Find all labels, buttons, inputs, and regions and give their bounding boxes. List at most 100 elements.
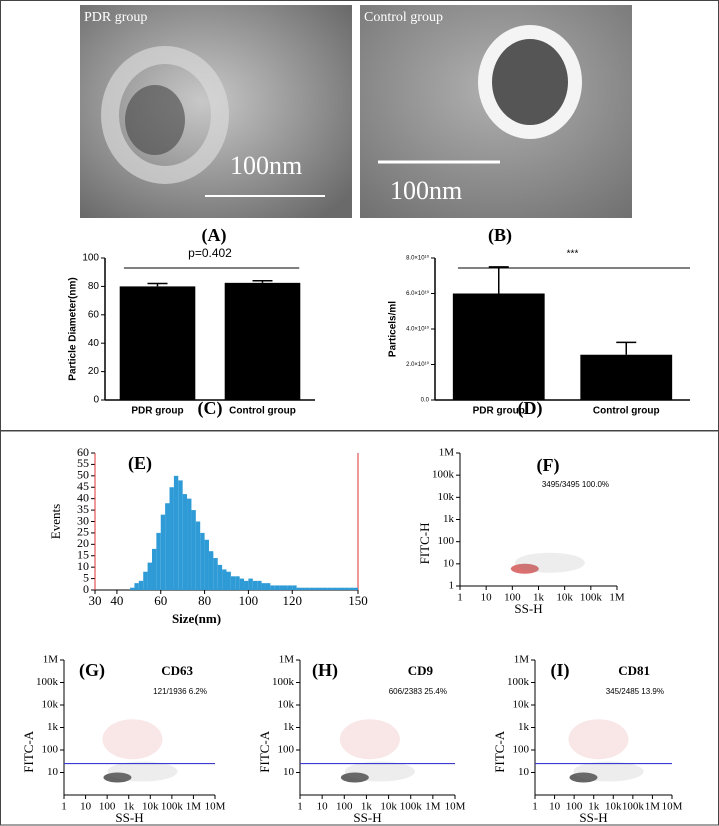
histogram-bar [195, 521, 201, 590]
error-bar [147, 282, 168, 287]
histogram-bar [287, 585, 293, 590]
y-tick-label: 100 [278, 744, 295, 756]
event-haze [573, 761, 644, 782]
x-tick-label: 120 [283, 593, 303, 608]
y-tick-label: 100k [507, 676, 530, 688]
y-tick-label: 1M [279, 654, 295, 666]
event-haze [102, 719, 163, 760]
panel-label: (F) [537, 455, 560, 476]
event-haze [568, 719, 629, 760]
x-tick-label: 1k [123, 801, 135, 813]
y-tick-label: 10 [518, 766, 530, 778]
y-tick-label: 1M [439, 447, 455, 459]
x-tick-label: PDR group [131, 406, 183, 417]
y-tick-label: 60 [88, 309, 100, 320]
y-tick-label: 1k [283, 721, 295, 733]
bar [580, 354, 673, 400]
histogram-bar [138, 580, 144, 590]
y-axis-label: FITC-A [21, 730, 36, 773]
y-tick-label: 6.0×10¹⁰ [406, 290, 430, 297]
histogram-bar [318, 587, 323, 590]
panel-label: (G) [79, 660, 105, 681]
histogram-bar [226, 571, 231, 590]
y-axis-label: Particle Diameter(nm) [68, 277, 79, 380]
x-tick-label: 10M [662, 801, 683, 813]
y-tick-label: 1k [47, 721, 59, 733]
x-tick-label: 40 [110, 593, 123, 608]
marker-label: CD63 [161, 663, 193, 678]
histogram-bar [270, 585, 275, 590]
event-cloud [103, 772, 132, 783]
scale-label: 100nm [390, 176, 462, 205]
y-tick-label: 15 [77, 548, 89, 562]
y-tick-label: 1k [518, 721, 530, 733]
x-tick-label: 100 [336, 801, 353, 813]
histogram-bar [265, 583, 271, 590]
y-tick-label: 10k [438, 491, 455, 503]
y-tick-label: 10 [77, 559, 89, 573]
x-tick-label: 1 [61, 801, 67, 813]
y-tick-label: 5 [83, 570, 89, 584]
x-tick-label: 100 [566, 801, 583, 813]
histogram-bar [187, 498, 192, 590]
image-caption: Control group [364, 10, 443, 25]
histogram-bar [257, 580, 262, 590]
error-bar [488, 266, 509, 294]
y-tick-label: 100 [438, 535, 455, 547]
x-axis-label: SS-H [353, 810, 381, 825]
panel-label: (B) [488, 225, 512, 246]
y-axis-label: Particels/ml [388, 301, 399, 357]
y-tick-label: 1M [43, 654, 59, 666]
panel-label: (E) [128, 453, 152, 474]
x-tick-label: 1k [588, 801, 600, 813]
y-tick-label: 8.0×10¹⁰ [406, 255, 430, 262]
y-tick-label: 100 [42, 744, 59, 756]
histogram-bar [309, 587, 315, 590]
histogram-bar [301, 587, 306, 590]
histogram-bar [331, 587, 337, 590]
y-tick-label: 30 [77, 513, 89, 527]
y-tick-label: 40 [88, 338, 100, 349]
histogram-bar [305, 587, 310, 590]
histogram-bar [252, 580, 258, 590]
y-tick-label: 1M [514, 654, 530, 666]
y-axis-label: Events [48, 504, 63, 539]
event-haze [107, 761, 178, 782]
histogram-bar [344, 587, 350, 590]
histogram-bar [349, 587, 354, 590]
histogram-bar [261, 583, 266, 590]
y-tick-label: 10 [443, 557, 455, 569]
y-tick-label: 1 [449, 580, 455, 592]
x-tick-label: 100k [622, 801, 645, 813]
x-tick-label: 1 [297, 801, 303, 813]
histogram-bar [173, 475, 179, 590]
scale-label: 100nm [230, 151, 302, 180]
x-tick-label: 100 [504, 592, 521, 604]
x-tick-label: PDR group [473, 406, 525, 417]
x-tick-label: 1 [532, 801, 538, 813]
histogram-bar [178, 480, 183, 590]
event-cloud [569, 772, 598, 783]
x-tick-label: 100 [99, 801, 116, 813]
y-tick-label: 100k [432, 469, 455, 481]
x-tick-label: 10k [380, 801, 397, 813]
x-tick-label: 100k [400, 801, 423, 813]
x-tick-label: 150 [348, 593, 368, 608]
x-axis-label: Size(nm) [172, 611, 221, 626]
annotation: *** [567, 249, 579, 260]
histogram-bar [322, 587, 328, 590]
histogram-bar [314, 587, 319, 590]
histogram-bar [279, 585, 284, 590]
histogram-bar [165, 503, 170, 590]
bar [452, 293, 545, 400]
y-tick-label: 100 [82, 253, 99, 264]
histogram-bar [200, 532, 205, 590]
y-tick-label: 100 [513, 744, 530, 756]
x-tick-label: 10 [549, 801, 561, 813]
gate-text: 606/2383 25.4% [389, 687, 447, 696]
histogram-bar [222, 569, 227, 590]
x-tick-label: 100 [239, 593, 259, 608]
x-tick-label: 10k [605, 801, 622, 813]
y-tick-label: 1k [443, 513, 455, 525]
